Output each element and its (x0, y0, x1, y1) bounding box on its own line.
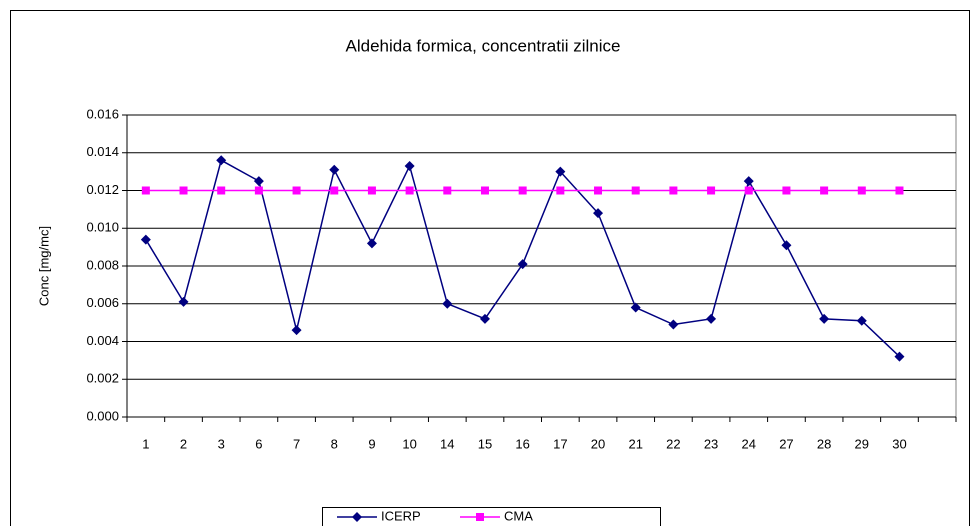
legend-marker (476, 513, 484, 521)
data-point (707, 186, 716, 195)
data-point (669, 186, 678, 195)
data-point (291, 325, 302, 336)
data-point (254, 186, 263, 195)
data-point (518, 186, 527, 195)
data-point (479, 313, 490, 324)
data-point (404, 160, 415, 171)
x-tick-label: 3 (218, 436, 225, 451)
data-point (217, 186, 226, 195)
data-point (405, 186, 414, 195)
y-tick-label: 0.004 (86, 333, 119, 348)
data-point (744, 186, 753, 195)
x-tick-label: 29 (855, 436, 869, 451)
x-tick-label: 10 (402, 436, 416, 451)
data-point (782, 186, 791, 195)
x-tick-label: 21 (628, 436, 642, 451)
x-tick-label: 23 (704, 436, 718, 451)
x-tick-label: 16 (515, 436, 529, 451)
legend-label: CMA (504, 508, 533, 523)
data-point (668, 319, 679, 330)
data-point (856, 315, 867, 326)
data-point (517, 259, 528, 270)
data-point (179, 186, 188, 195)
data-point (140, 234, 151, 245)
legend-label: ICERP (381, 508, 421, 523)
x-tick-label: 24 (742, 436, 756, 451)
data-point (819, 313, 830, 324)
y-tick-label: 0.014 (86, 144, 119, 159)
x-tick-label: 30 (892, 436, 906, 451)
x-tick-label: 27 (779, 436, 793, 451)
data-point (894, 351, 905, 362)
y-tick-label: 0.002 (86, 371, 119, 386)
data-point (631, 186, 640, 195)
legend-marker (352, 512, 362, 522)
data-point (820, 186, 829, 195)
data-point (781, 240, 792, 251)
y-tick-label: 0.016 (86, 106, 119, 121)
y-tick-label: 0.008 (86, 257, 119, 272)
data-point (555, 166, 566, 177)
chart-title: Aldehida formica, concentratii zilnice (346, 36, 621, 55)
x-tick-label: 2 (180, 436, 187, 451)
data-point (442, 298, 453, 309)
data-point (706, 313, 717, 324)
x-tick-label: 15 (478, 436, 492, 451)
data-point (329, 164, 340, 175)
data-point (857, 186, 866, 195)
x-tick-label: 8 (331, 436, 338, 451)
data-point (216, 155, 227, 166)
x-tick-label: 22 (666, 436, 680, 451)
data-point (895, 186, 904, 195)
data-point (141, 186, 150, 195)
data-point (480, 186, 489, 195)
data-point (330, 186, 339, 195)
y-tick-label: 0.010 (86, 220, 119, 235)
y-axis-label: Conc [mg/mc] (36, 226, 51, 306)
data-point (630, 302, 641, 313)
data-point (593, 208, 604, 219)
x-tick-label: 7 (293, 436, 300, 451)
data-point (253, 176, 264, 187)
data-point (292, 186, 301, 195)
data-point (743, 176, 754, 187)
data-point (366, 238, 377, 249)
data-point (594, 186, 603, 195)
y-tick-label: 0.006 (86, 295, 119, 310)
data-point (556, 186, 565, 195)
x-tick-label: 6 (255, 436, 262, 451)
data-point (367, 186, 376, 195)
x-tick-label: 28 (817, 436, 831, 451)
x-tick-label: 17 (553, 436, 567, 451)
y-tick-label: 0.000 (86, 408, 119, 423)
x-tick-label: 1 (142, 436, 149, 451)
y-tick-label: 0.012 (86, 182, 119, 197)
x-tick-label: 9 (368, 436, 375, 451)
x-tick-label: 14 (440, 436, 454, 451)
x-tick-label: 20 (591, 436, 605, 451)
data-point (178, 296, 189, 307)
data-point (443, 186, 452, 195)
